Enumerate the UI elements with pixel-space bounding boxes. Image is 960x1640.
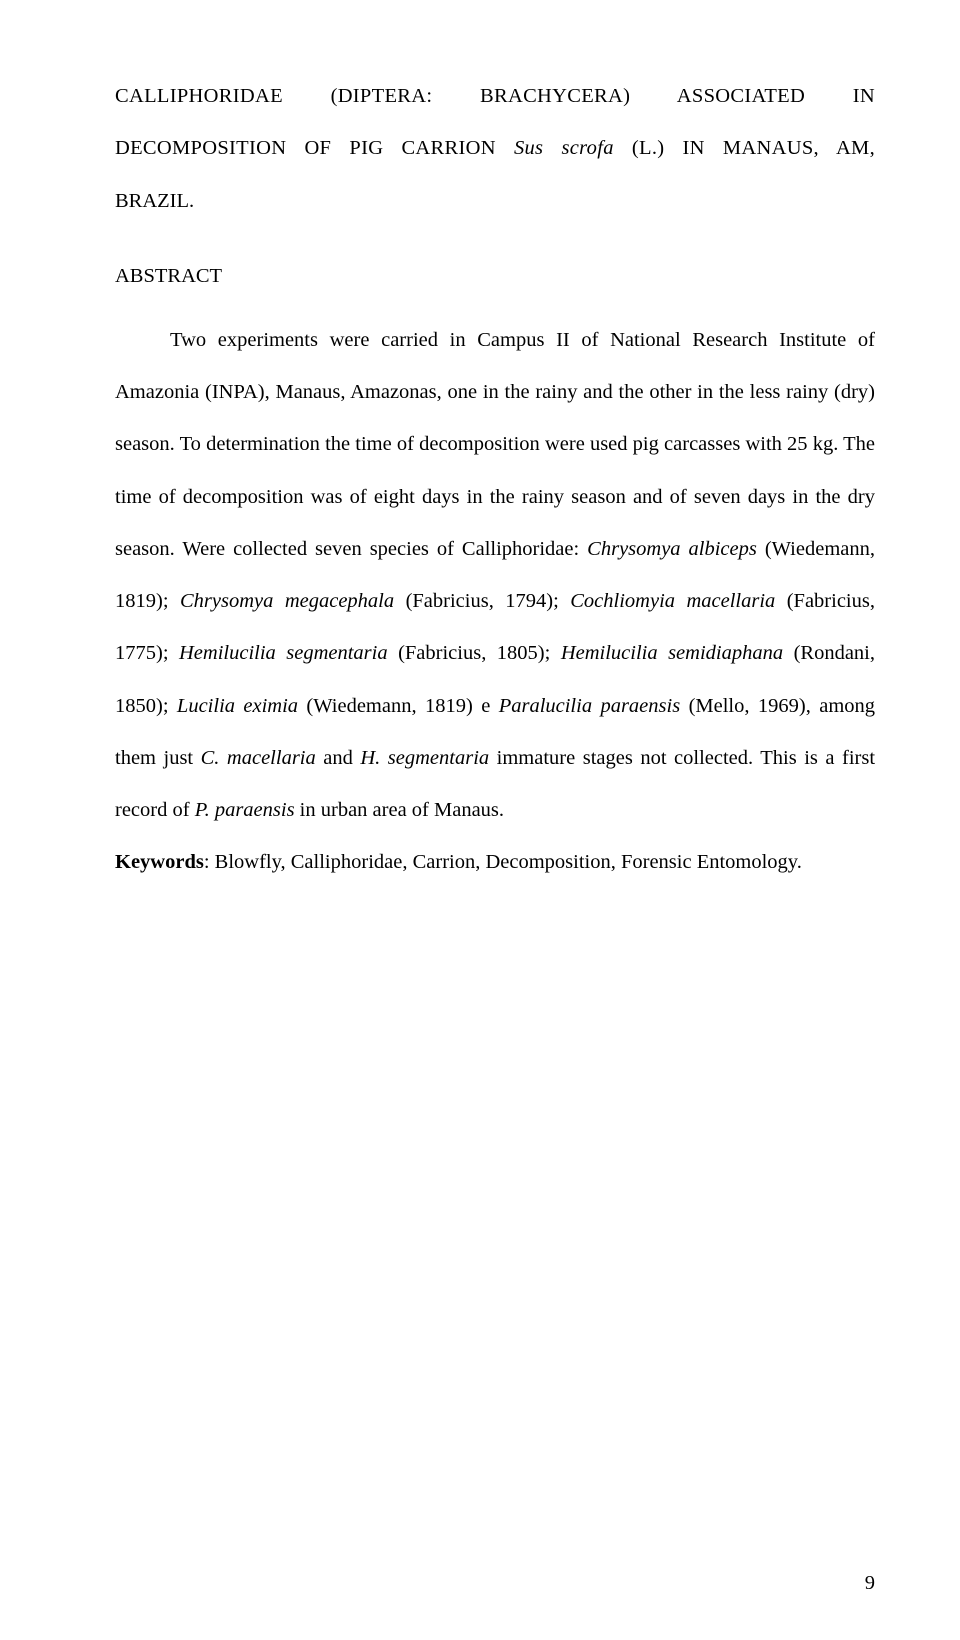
abstract-heading: ABSTRACT [115, 265, 875, 288]
abstract-text: in urban area of Manaus. [295, 799, 504, 821]
title-text: DECOMPOSITION OF PIG CARRION [115, 137, 514, 159]
species-name: Hemilucilia segmentaria [179, 642, 388, 664]
title-word: (DIPTERA: [331, 85, 433, 107]
title-text: BRAZIL. [115, 190, 194, 212]
title-word: CALLIPHORIDAE [115, 85, 283, 107]
title-word: ASSOCIATED [677, 85, 805, 107]
species-name: Chrysomya albiceps [587, 538, 757, 560]
title-text: (L.) IN MANAUS, AM, [614, 137, 875, 159]
abstract-text: (Fabricius, 1805); [388, 642, 561, 664]
title-word: IN [853, 85, 875, 107]
title-word: BRACHYCERA) [480, 85, 630, 107]
species-name: H. segmentaria [360, 747, 489, 769]
species-name: Cochliomyia macellaria [570, 590, 775, 612]
abstract-text: (Wiedemann, 1819) e [298, 695, 499, 717]
species-name: P. paraensis [195, 799, 295, 821]
species-name: Hemilucilia semidiaphana [561, 642, 783, 664]
species-name: Paralucilia paraensis [499, 695, 681, 717]
species-name: Chrysomya megacephala [180, 590, 394, 612]
abstract-text: and [316, 747, 361, 769]
document-title: CALLIPHORIDAE (DIPTERA: BRACHYCERA) ASSO… [115, 70, 875, 227]
abstract-body: Two experiments were carried in Campus I… [115, 314, 875, 837]
species-name: Lucilia eximia [177, 695, 298, 717]
title-species: Sus scrofa [514, 137, 614, 159]
page-number: 9 [865, 1572, 875, 1595]
species-name: C. macellaria [201, 747, 316, 769]
abstract-text: (Fabricius, 1794); [394, 590, 570, 612]
keywords-line: Keywords: Blowfly, Calliphoridae, Carrio… [115, 836, 875, 888]
abstract-text: Two experiments were carried in Campus I… [115, 329, 875, 560]
keywords-text: : Blowfly, Calliphoridae, Carrion, Decom… [204, 851, 802, 873]
keywords-label: Keywords [115, 851, 204, 873]
